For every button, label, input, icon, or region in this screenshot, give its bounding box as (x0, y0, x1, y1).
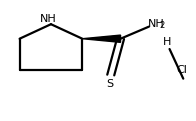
Polygon shape (82, 35, 121, 42)
Text: 2: 2 (159, 21, 165, 30)
Text: Cl: Cl (177, 65, 188, 75)
Text: NH: NH (40, 14, 56, 24)
Text: NH: NH (148, 19, 165, 29)
Text: H: H (163, 37, 171, 47)
Text: S: S (106, 79, 113, 89)
